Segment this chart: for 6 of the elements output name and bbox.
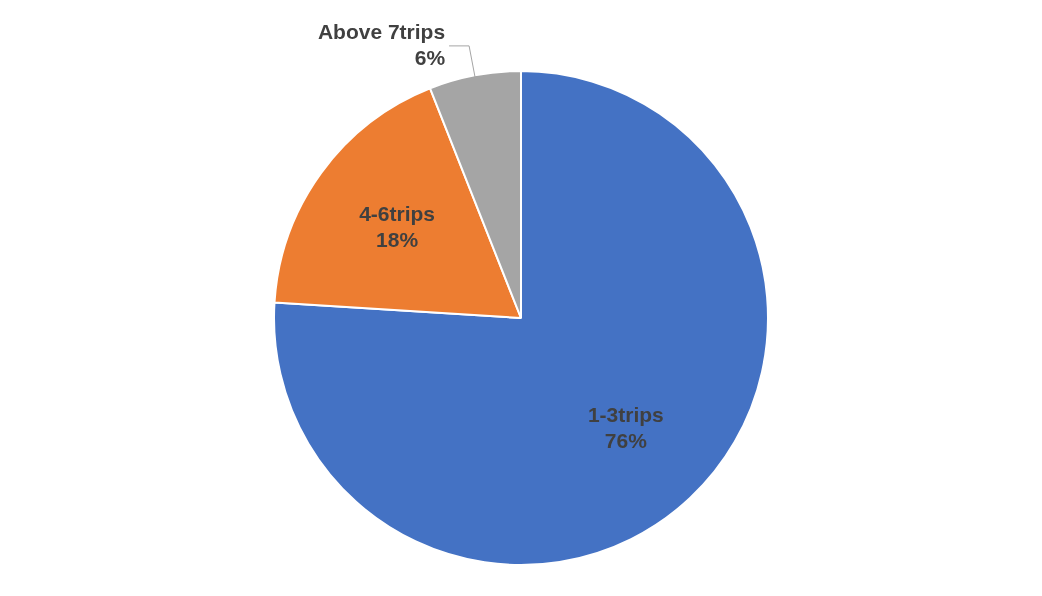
slice-label: 1-3trips	[587, 403, 664, 427]
slice-label: 4-6trips	[359, 201, 436, 225]
data-label: 76%	[604, 429, 648, 453]
slice-label: Above 7trips	[317, 19, 446, 43]
data-label: 18%	[376, 227, 419, 251]
data-label: 6%	[414, 45, 446, 69]
